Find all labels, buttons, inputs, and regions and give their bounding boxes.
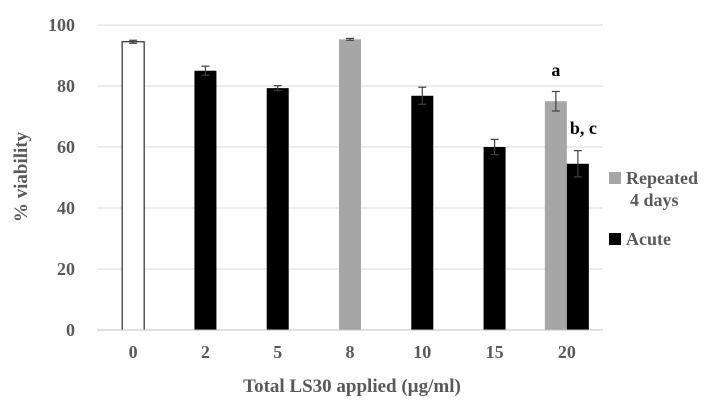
- annotation-label: a: [551, 60, 560, 80]
- legend-swatch-repeated: [609, 172, 621, 184]
- annotation-label: b, c: [570, 118, 597, 138]
- y-tick-label: 0: [66, 320, 75, 340]
- y-tick-label: 40: [57, 198, 75, 218]
- x-tick-label: 2: [201, 342, 210, 362]
- y-tick-label: 100: [48, 15, 75, 35]
- x-tick-label: 10: [413, 342, 431, 362]
- x-tick-label: 5: [273, 342, 282, 362]
- legend: Repeated 4 days Acute: [609, 168, 698, 249]
- y-axis-ticks: 0 20 40 60 80 100: [48, 15, 75, 340]
- y-tick-label: 80: [57, 76, 75, 96]
- bar-repeated-8: [339, 39, 361, 331]
- legend-label-repeated: Repeated 4 days: [626, 168, 698, 210]
- bar-acute-20: [566, 163, 589, 330]
- x-axis: 0 2 5 8 10 15 20: [97, 329, 603, 362]
- bar-acute-2: [194, 70, 217, 330]
- x-tick-label: 20: [558, 342, 576, 362]
- annotations: a b, c: [551, 60, 597, 138]
- bar-acute-10: [411, 95, 434, 330]
- x-tick-label: 0: [129, 342, 138, 362]
- bar-repeated-20: [544, 101, 567, 330]
- bar-control-0: [121, 41, 145, 331]
- legend-swatch-acute: [609, 233, 621, 245]
- bars: [121, 39, 589, 331]
- y-tick-label: 60: [57, 137, 75, 157]
- x-tick-label: 8: [346, 342, 355, 362]
- bar-acute-15: [483, 147, 506, 330]
- bar-acute-5: [266, 88, 289, 330]
- error-bars: [129, 37, 582, 178]
- x-axis-title: Total LS30 applied (µg/ml): [243, 376, 461, 397]
- x-tick-label: 15: [486, 342, 504, 362]
- y-axis-title: % viability: [11, 131, 32, 222]
- legend-label-acute: Acute: [626, 229, 671, 249]
- y-tick-label: 20: [57, 259, 75, 279]
